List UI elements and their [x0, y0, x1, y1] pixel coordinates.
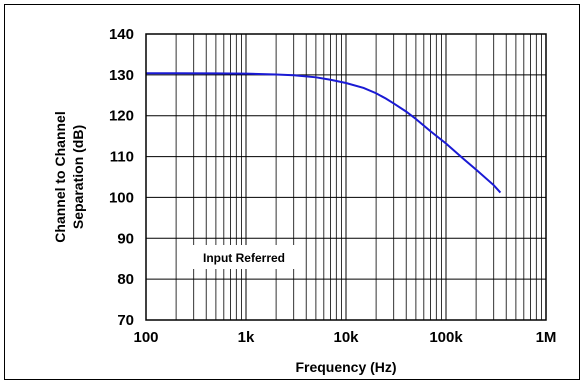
series-layer [146, 72, 502, 194]
x-tick-label: 1k [238, 329, 255, 346]
y-tick-label: 70 [117, 312, 134, 329]
y-tick-label: 140 [109, 26, 134, 43]
y-tick-label: 130 [109, 67, 134, 84]
y-axis-title-line-2: Separation (dB) [70, 125, 86, 229]
series-line [146, 72, 502, 194]
x-tick-label: 10k [333, 329, 359, 346]
y-tick-label: 110 [110, 149, 134, 166]
x-tick-label: 1M [536, 329, 557, 346]
x-tick-label: 100 [133, 329, 158, 346]
chart-frame: 100 1k 10k 100k 1M 70 80 90 100 110 120 130 140 Inpu… [4, 4, 580, 380]
y-tick-label: 100 [109, 189, 134, 206]
x-tick-label: 100k [429, 329, 463, 346]
x-axis-title: Frequency (Hz) [295, 359, 396, 375]
separation-chart: 100 1k 10k 100k 1M 70 80 90 100 110 120 130 140 Inpu… [52, 26, 556, 375]
y-tick-label: 120 [109, 108, 134, 125]
tick-labels: 100 1k 10k 100k 1M 70 80 90 100 110 120 130 140 [109, 26, 556, 346]
y-tick-label: 90 [117, 230, 134, 247]
y-axis-title: Channel to Channel Separation (dB) [52, 111, 86, 242]
y-axis-title-line-1: Channel to Channel [52, 111, 68, 242]
annotation-box [185, 245, 303, 269]
plot-border [145, 33, 547, 321]
annotation-input-referred: Input Referred [203, 251, 285, 265]
y-tick-label: 80 [117, 271, 134, 288]
